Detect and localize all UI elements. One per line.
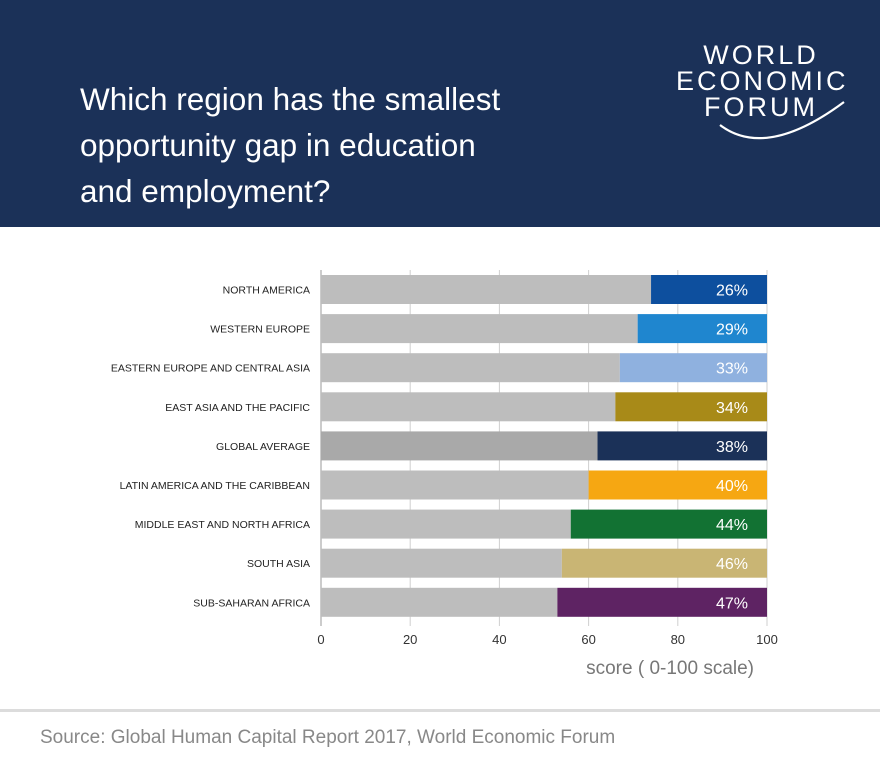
- score-bar: [321, 470, 589, 500]
- gap-bar: [588, 470, 767, 500]
- gap-bar: [597, 431, 767, 461]
- gap-value-label: 33%: [716, 361, 748, 378]
- x-axis-label: score ( 0-100 scale): [586, 658, 754, 679]
- score-bar: [321, 275, 652, 304]
- category-label: GLOBAL AVERAGE: [216, 441, 310, 453]
- category-label: EAST ASIA AND THE PACIFIC: [165, 402, 310, 414]
- logo-arc-icon: [719, 101, 845, 140]
- score-bar: [321, 548, 562, 578]
- score-bar: [321, 314, 638, 344]
- wef-logo: WORLD ECONOMIC FORUM: [676, 40, 866, 150]
- gap-value-label: 34%: [716, 400, 748, 417]
- logo-line-2: ECONOMIC: [676, 66, 849, 96]
- gap-bar: [651, 275, 767, 304]
- x-tick-label: 80: [671, 632, 685, 647]
- score-bar: [321, 431, 598, 461]
- gap-value-label: 26%: [716, 283, 748, 300]
- score-bar: [321, 392, 616, 422]
- gap-value-label: 46%: [716, 556, 748, 573]
- category-label: EASTERN EUROPE AND CENTRAL ASIA: [111, 363, 310, 375]
- chart-title: Which region has the smallest opportunit…: [80, 81, 501, 209]
- score-bar: [321, 587, 558, 617]
- gap-value-label: 44%: [716, 517, 748, 534]
- x-tick-label: 0: [317, 632, 324, 647]
- header-banner: Which region has the smallest opportunit…: [0, 0, 880, 227]
- logo-line-3: FORUM: [704, 92, 818, 122]
- category-label: LATIN AMERICA AND THE CARIBBEAN: [120, 480, 310, 492]
- source-note: Source: Global Human Capital Report 2017…: [40, 727, 616, 748]
- category-label: SUB-SAHARAN AFRICA: [193, 597, 310, 609]
- category-label: NORTH AMERICA: [223, 285, 310, 297]
- logo-line-1: WORLD: [703, 40, 819, 70]
- score-bar: [321, 509, 571, 539]
- gap-bar: [561, 548, 767, 578]
- x-tick-label: 40: [492, 632, 506, 647]
- gap-value-label: 38%: [716, 439, 748, 456]
- gap-bar: [570, 509, 767, 539]
- footer-divider: [0, 709, 880, 712]
- x-tick-label: 100: [756, 632, 778, 647]
- category-label: WESTERN EUROPE: [210, 324, 310, 336]
- gap-bar: [619, 353, 767, 383]
- gap-value-label: 40%: [716, 478, 748, 495]
- gap-bar: [637, 314, 767, 344]
- category-label: SOUTH ASIA: [247, 558, 310, 570]
- gap-bar: [615, 392, 767, 422]
- bar-chart: 0 20 40 60 80 100 26% NORTH AMERICA 29% WESTERN E…: [111, 270, 778, 647]
- score-bar: [321, 353, 620, 383]
- gap-bar: [557, 587, 767, 617]
- x-tick-label: 60: [581, 632, 595, 647]
- gap-value-label: 29%: [716, 322, 748, 339]
- category-label: MIDDLE EAST AND NORTH AFRICA: [135, 519, 310, 531]
- gap-value-label: 47%: [716, 595, 748, 612]
- x-tick-label: 20: [403, 632, 417, 647]
